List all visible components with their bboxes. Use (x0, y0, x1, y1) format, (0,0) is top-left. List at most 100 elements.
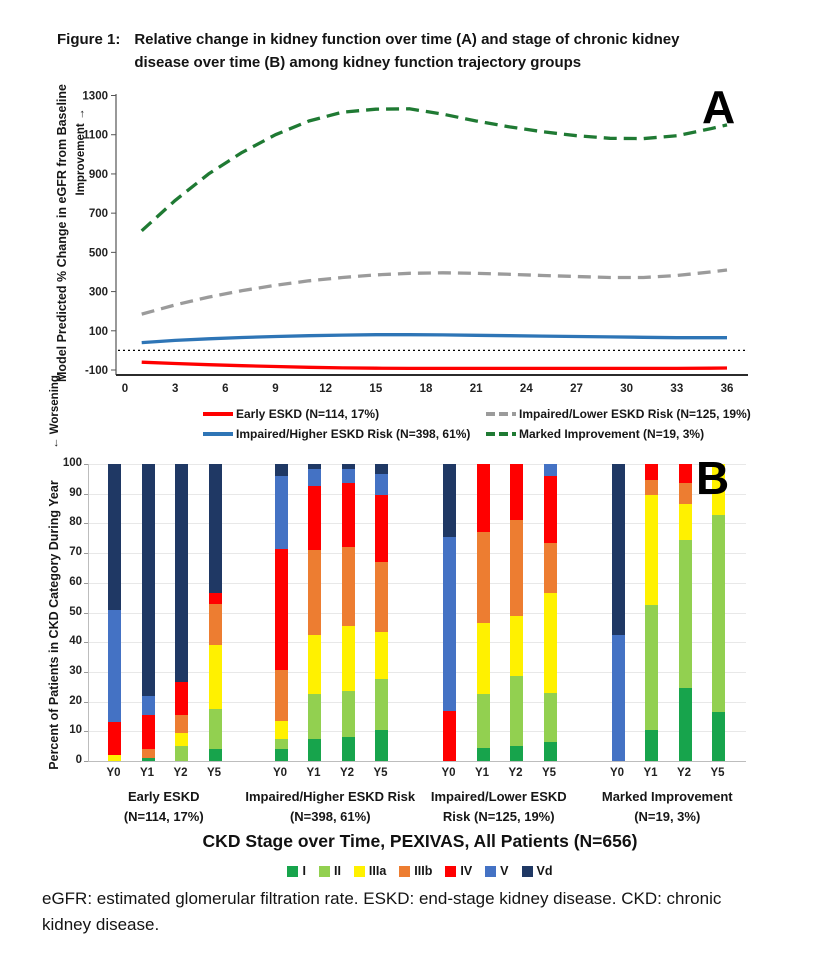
panel-b-bar-g2-y2 (341, 464, 355, 761)
figure-title-block: Figure 1: Relative change in kidney func… (57, 29, 719, 74)
bar-segment-stage-V (341, 468, 355, 484)
panel-b-gridline (89, 582, 746, 584)
bar-segment-stage-IIIb (175, 714, 188, 733)
panel-b-legend-swatch (318, 865, 330, 877)
panel-a-improvement-label: Improvement → (75, 109, 87, 196)
panel-b-bar-g4-y2 (678, 464, 692, 761)
panel-b-legend-label: IV (460, 864, 473, 878)
panel-b-y-tick-label: 0 (75, 754, 82, 766)
panel-b-group-label-line2: Risk (N=125, 19%) (442, 809, 555, 825)
bar-segment-stage-IV (443, 710, 456, 761)
panel-b-x-tick-label: Y5 (710, 767, 725, 779)
panel-a-series-impairedhigher (141, 333, 727, 345)
panel-b-plot-area (88, 464, 746, 762)
bar-segment-stage-IV (175, 682, 188, 715)
panel-a-letter: A (702, 81, 735, 133)
bar-segment-stage-IIIa (175, 732, 188, 747)
bar-segment-stage-I (341, 737, 355, 761)
bar-segment-stage-II (308, 694, 321, 739)
panel-b-x-tick-label: Y1 (643, 767, 658, 779)
figure-label: Figure 1: (57, 31, 121, 48)
panel-b-y-tick-label: 40 (69, 635, 82, 648)
panel-b-y-tick-label: 20 (69, 694, 82, 707)
panel-b-y-tick-mark (84, 464, 88, 465)
bar-segment-stage-II (645, 605, 658, 730)
panel-b-x-tick-label: Y1 (474, 767, 490, 779)
panel-b-legend-item: IV (445, 864, 472, 878)
bar-segment-stage-Vd (274, 464, 288, 476)
panel-a-x-tick-label: 15 (369, 383, 382, 395)
bar-segment-stage-IIIa (476, 622, 490, 695)
bar-segment-stage-V (141, 695, 155, 715)
panel-b-legend-item: I (287, 864, 306, 878)
bar-segment-stage-V (543, 464, 557, 476)
panel-a-x-tick-label: 36 (721, 383, 734, 395)
panel-b-bar-g4-y0 (611, 464, 625, 761)
panel-b-bar-g1-y5 (208, 464, 222, 761)
panel-b-legend-item: II (318, 864, 341, 878)
panel-b-bar-g1-y0 (108, 464, 121, 761)
panel-b-legend-label: I (302, 864, 306, 878)
figure-title: Relative change in kidney function over … (134, 31, 680, 71)
panel-b-bar-g1-y1 (141, 464, 155, 761)
bar-segment-stage-IIIa (543, 593, 557, 693)
panel-a-legend-item: Impaired/Higher ESKD Risk (N=398, 61%) (203, 427, 486, 441)
panel-b-y-tick-label: 90 (69, 486, 82, 499)
panel-b-gridline (89, 731, 746, 733)
panel-b-legend-swatch (485, 865, 497, 877)
panel-b-legend-item: Vd (521, 864, 553, 878)
panel-a-x-tick-label: 33 (670, 383, 683, 395)
panel-a-legend-swatch (203, 432, 233, 436)
panel-a-y-tick-label: 1100 (83, 130, 108, 142)
panel-b-gridline (89, 493, 746, 495)
bar-segment-stage-II (678, 539, 692, 689)
panel-a-series-impairedlower (141, 268, 728, 316)
panel-a-legend-swatch (486, 432, 516, 436)
panel-b-x-tick-label: Y1 (306, 767, 321, 779)
bar-segment-stage-I (308, 738, 321, 761)
panel-b-x-tick-label: Y0 (272, 767, 288, 779)
panel-b-bar-g1-y2 (175, 464, 188, 761)
panel-b-legend-item: IIIa (353, 864, 387, 878)
bar-segment-stage-II (543, 692, 557, 742)
bar-segment-stage-Vd (341, 464, 355, 469)
panel-a-legend: Early ESKD (N=114, 17%) Impaired/Lower ES… (203, 407, 786, 441)
bar-segment-stage-V (611, 634, 625, 761)
panel-b-gridline (89, 642, 746, 644)
panel-a-legend-swatch (486, 412, 516, 416)
panel-b-group-label-line2: (N=114, 17%) (123, 809, 204, 825)
panel-b-x-tick-label: Y2 (508, 767, 523, 779)
panel-b-legend-swatch (287, 865, 299, 877)
bar-segment-stage-I (476, 747, 490, 761)
panel-a-legend-label: Early ESKD (N=114, 17%) (236, 407, 380, 421)
bar-segment-stage-I (543, 741, 557, 761)
panel-a-legend-swatch (203, 412, 233, 416)
panel-a-series-early (141, 360, 728, 371)
panel-b-group-label: Impaired/Higher ESKD Risk (N=398, 61%) (215, 787, 445, 827)
panel-b-x-tick-label: Y0 (106, 767, 121, 779)
panel-b-y-tick-mark (84, 493, 88, 495)
panel-a-y-axis-title: Model Predicted % Change in eGFR from Ba… (55, 84, 69, 382)
panel-b-y-tick-mark (84, 582, 88, 584)
bar-segment-stage-IIIa (108, 755, 121, 761)
panel-a-y-tick-label: 100 (89, 326, 108, 338)
bar-segment-stage-IIIb (308, 550, 321, 635)
panel-a-worsening-label: ← Worsening (49, 375, 61, 449)
panel-a-x-tick-label: 0 (122, 383, 128, 395)
panel-a-y-tick-label: 300 (89, 287, 108, 299)
panel-b-y-tick-mark (84, 612, 88, 614)
panel-a-legend-label: Impaired/Lower ESKD Risk (N=125, 19%) (519, 407, 751, 421)
bar-segment-stage-IIIb (208, 603, 222, 646)
panel-b-legend-swatch (353, 865, 365, 877)
panel-a-x-tick-label: 18 (420, 383, 433, 395)
panel-b-gridline (89, 523, 746, 525)
panel-b-x-tick-label: Y2 (173, 767, 188, 779)
bar-segment-stage-IIIb (375, 562, 388, 632)
panel-b-x-tick-label: Y2 (339, 767, 355, 779)
bar-segment-stage-V (108, 609, 121, 723)
panel-b-group-label-line1: Impaired/Lower ESKD (430, 789, 567, 804)
bar-segment-stage-IIIa (712, 464, 725, 515)
panel-b-legend-label: IIIa (368, 864, 387, 878)
bar-segment-stage-I (375, 729, 388, 761)
panel-b-group-label-line2: (N=398, 61%) (289, 809, 371, 825)
